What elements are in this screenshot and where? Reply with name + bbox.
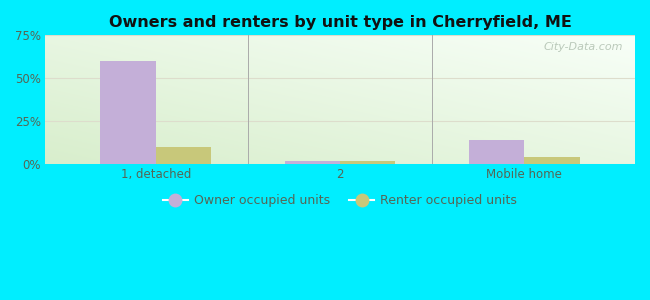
Text: City-Data.com: City-Data.com xyxy=(543,42,623,52)
Bar xyxy=(285,161,340,164)
Bar xyxy=(340,161,395,164)
Title: Owners and renters by unit type in Cherryfield, ME: Owners and renters by unit type in Cherr… xyxy=(109,15,571,30)
Bar xyxy=(156,147,211,164)
Legend: Owner occupied units, Renter occupied units: Owner occupied units, Renter occupied un… xyxy=(158,189,522,212)
Bar xyxy=(525,158,580,164)
Bar xyxy=(101,61,156,164)
Bar xyxy=(469,140,525,164)
